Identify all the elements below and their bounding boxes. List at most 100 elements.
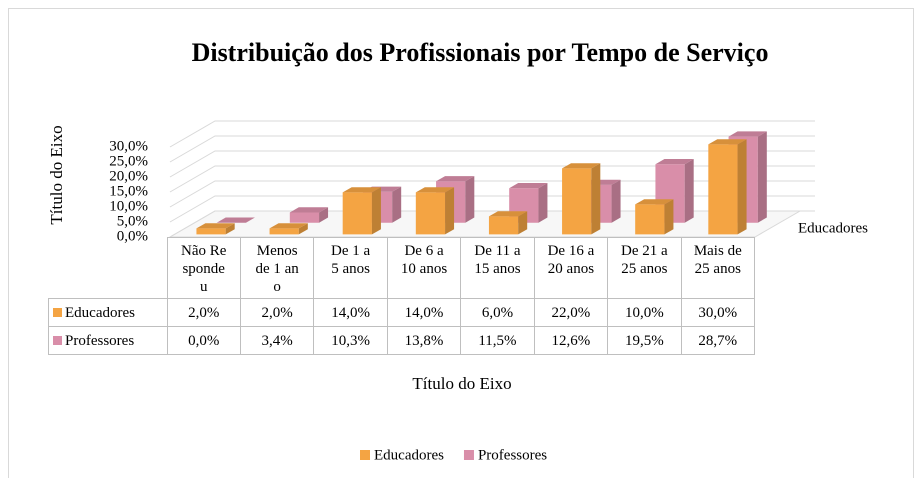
y-tick-label: 5,0% — [117, 213, 148, 229]
value-cell: 13,8% — [386, 326, 462, 355]
bar — [562, 163, 601, 235]
floor — [168, 210, 802, 238]
bar-top — [289, 207, 329, 213]
bar-side — [371, 187, 381, 235]
bar-top — [196, 223, 235, 229]
bar-side — [737, 139, 747, 235]
category-label: De 21 a 25 anos — [607, 237, 682, 299]
bar-side — [611, 179, 621, 223]
bar — [289, 207, 329, 223]
bar-top — [436, 176, 475, 182]
legend-swatch — [463, 450, 474, 460]
y-tick-label: 0,0% — [117, 228, 148, 244]
legend-swatch — [360, 450, 370, 460]
bar — [269, 223, 308, 235]
value-cell: 19,5% — [607, 326, 682, 355]
bar-side — [518, 211, 528, 235]
bar-front — [708, 144, 738, 235]
value-cell: 30,0% — [680, 298, 756, 327]
value-cell: 14,0% — [313, 298, 388, 327]
category-label: De 6 a 10 anos — [386, 237, 462, 299]
category-label: De 11 a 15 anos — [460, 237, 535, 299]
frame — [8, 8, 914, 478]
bar-side — [392, 186, 402, 223]
value-cell: 2,0% — [166, 298, 241, 327]
bar-top — [269, 223, 308, 229]
bar-top — [562, 163, 601, 169]
value-cell: 12,6% — [533, 326, 609, 355]
legend-swatch — [53, 335, 62, 345]
value-cell: 6,0% — [460, 298, 535, 327]
bar — [635, 199, 674, 235]
bar-front — [196, 228, 226, 235]
bar-side — [538, 183, 548, 223]
bar-side — [445, 187, 455, 235]
bar-side — [298, 223, 308, 235]
value-cell: 2,0% — [239, 298, 315, 327]
y-tick-label: 25,0% — [109, 153, 148, 169]
bar-front — [488, 216, 519, 235]
z-axis-label: Educadores — [798, 220, 868, 236]
series-name: Educadores — [65, 304, 135, 321]
bar-top — [216, 217, 255, 223]
bar-side — [465, 176, 475, 223]
data-table: Não Respondeu Menos de 1 ano De 1 a 5 anos… — [48, 237, 756, 355]
bar-front — [269, 228, 299, 235]
y-tick-label: 20,0% — [109, 168, 148, 184]
bar-top — [488, 211, 528, 217]
bar-side — [319, 207, 329, 223]
bar-top — [728, 131, 767, 137]
bar-side — [591, 163, 601, 235]
x-axis-label: Título do Eixo — [412, 374, 511, 393]
bar-top — [415, 187, 455, 193]
bar-side — [225, 223, 235, 235]
value-cell: 0,0% — [166, 326, 241, 355]
legend-swatch — [53, 307, 62, 317]
bar-front — [415, 192, 446, 235]
bar-top — [342, 187, 381, 193]
grid-line — [169, 120, 815, 148]
bar — [342, 187, 381, 235]
category-label: Mais de 25 anos — [680, 237, 756, 299]
bar-side — [664, 199, 674, 235]
y-tick-label: 15,0% — [109, 183, 148, 199]
y-tick-label: 10,0% — [109, 198, 148, 214]
bar-front — [635, 204, 665, 235]
y-axis-label: Título do Eixo — [47, 125, 66, 224]
bar-front — [562, 168, 592, 235]
bar — [415, 187, 455, 235]
bar-side — [684, 159, 694, 223]
bar-top — [708, 139, 747, 145]
table-corner — [49, 238, 168, 299]
bar — [216, 217, 255, 223]
value-cell: 10,3% — [313, 326, 388, 355]
bar-side — [757, 131, 767, 223]
bar — [196, 223, 235, 235]
value-cell: 14,0% — [386, 298, 462, 327]
grid-line — [169, 165, 815, 193]
legend-key-row: Professores — [48, 326, 168, 355]
value-cell: 10,0% — [607, 298, 682, 327]
bar-top — [509, 183, 548, 189]
legend-key-row: Educadores — [48, 298, 168, 327]
value-cell: 11,5% — [460, 326, 535, 355]
value-cell: 28,7% — [680, 326, 756, 355]
category-label: Menos de 1 ano — [239, 237, 315, 299]
value-cell: 3,4% — [239, 326, 315, 355]
bar-front — [289, 212, 320, 223]
bar-top — [635, 199, 674, 205]
value-cell: 22,0% — [533, 298, 609, 327]
y-tick-label: 30,0% — [109, 138, 148, 154]
bar — [488, 211, 528, 235]
grid-line — [169, 135, 815, 163]
series-name: Professores — [65, 332, 135, 349]
bar-top — [655, 159, 694, 165]
bar — [708, 139, 747, 235]
chart-title: Distribuição dos Profissionais por Tempo… — [192, 38, 769, 67]
category-label: De 16 a 20 anos — [533, 237, 609, 299]
category-label: De 1 a 5 anos — [313, 237, 388, 299]
category-label: Não Respondeu — [166, 237, 241, 299]
legend-label: Educadores — [374, 447, 444, 463]
